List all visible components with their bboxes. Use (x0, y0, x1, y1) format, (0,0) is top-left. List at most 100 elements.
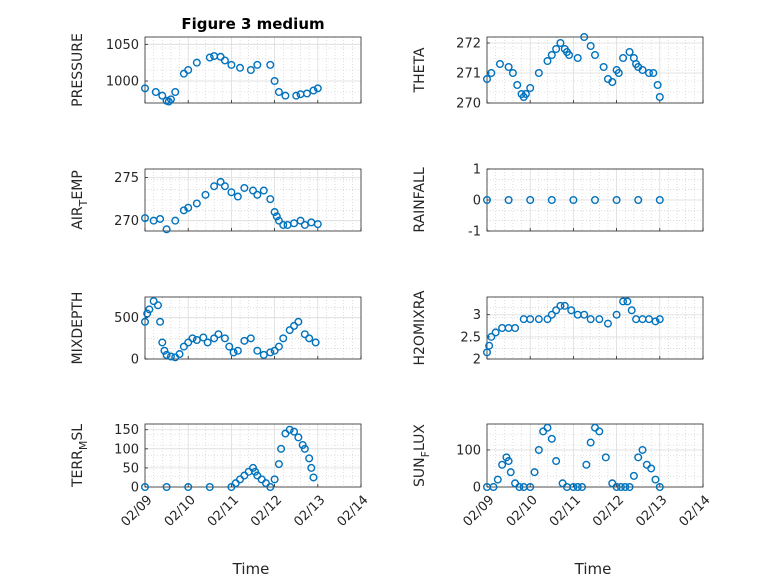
y-axis-label: PRESSURE (70, 33, 86, 107)
figure-title: Figure 3 medium (181, 15, 324, 33)
data-point (515, 483, 524, 492)
data-point (608, 77, 617, 86)
data-point (634, 195, 643, 204)
x-tick-label: 02/10 (504, 493, 541, 530)
data-point (638, 65, 647, 74)
x-tick-label: 02/10 (162, 493, 199, 530)
data-point (266, 195, 275, 204)
data-point (508, 68, 517, 77)
data-point (162, 350, 171, 359)
data-point (506, 468, 515, 477)
data-point (311, 338, 320, 347)
data-point (580, 33, 589, 42)
data-point (290, 219, 299, 228)
data-point (227, 188, 236, 197)
data-point (627, 306, 636, 315)
data-point (556, 301, 565, 310)
data-point (259, 350, 268, 359)
data-point (162, 483, 171, 492)
data-point (270, 76, 279, 85)
data-point (655, 92, 664, 101)
data-point (543, 315, 552, 324)
data-point (220, 182, 229, 191)
data-point (300, 330, 309, 339)
x-tick-label: 02/09 (461, 493, 498, 530)
data-point (638, 445, 647, 454)
y-tick-label: 2 (473, 353, 481, 368)
data-point (526, 315, 535, 324)
data-point (511, 324, 520, 333)
y-tick-label: 0 (473, 481, 481, 496)
data-point (483, 195, 492, 204)
data-point (164, 97, 173, 106)
data-point (279, 220, 288, 229)
data-point (612, 310, 621, 319)
data-point (192, 199, 201, 208)
terr_msl-panel: 0 50 100 150 02/09 02/10 02/11 02/12 02/13 02/14 T… (70, 423, 372, 578)
data-point (184, 65, 193, 74)
data-point (266, 348, 275, 357)
data-point (199, 333, 208, 342)
rainfall-panel: -1 0 1 RAINFALL (412, 163, 704, 240)
data-point (166, 352, 175, 361)
data-point (573, 54, 582, 63)
y-tick-label: 1050 (106, 38, 139, 53)
y-tick-label: 2.5 (460, 330, 481, 345)
y-tick-label: 3 (473, 308, 481, 323)
data-point (233, 346, 242, 355)
data-point (160, 346, 169, 355)
data-point (171, 87, 180, 96)
axes-box (144, 36, 362, 104)
data-point (595, 427, 604, 436)
data-point (625, 48, 634, 57)
data-point (526, 83, 535, 92)
data-point (313, 84, 322, 93)
data-point (521, 89, 530, 98)
data-point (655, 315, 664, 324)
data-point (175, 350, 184, 359)
data-point (614, 68, 623, 77)
data-point (569, 195, 578, 204)
x-tick-label: 02/12 (590, 493, 627, 530)
data-point (612, 195, 621, 204)
data-point (647, 464, 656, 473)
data-point (205, 483, 214, 492)
data-point (184, 483, 193, 492)
sun_flux-panel: 0 100 02/09 02/10 02/11 02/12 02/13 02/14 SUNFLU… (412, 423, 714, 578)
data-point (184, 203, 193, 212)
data-point (582, 460, 591, 469)
data-point (300, 220, 309, 229)
y-axis-label: TERRMSL (70, 424, 90, 488)
data-point (188, 334, 197, 343)
data-point (619, 297, 628, 306)
data-point (210, 182, 219, 191)
data-point (281, 91, 290, 100)
data-point (246, 334, 255, 343)
y-tick-label: 1000 (106, 75, 139, 90)
data-point (495, 60, 504, 69)
y-tick-label: -1 (468, 225, 481, 240)
x-tick-label: 02/14 (335, 493, 372, 530)
data-point (153, 301, 162, 310)
data-point (305, 334, 314, 343)
data-point (543, 57, 552, 66)
data-point (534, 68, 543, 77)
data-point (253, 346, 262, 355)
data-point (248, 186, 257, 195)
y-axis-label: AIRTEMP (70, 170, 90, 230)
y-tick-label: 270 (456, 97, 481, 112)
data-point (487, 68, 496, 77)
data-point (547, 51, 556, 60)
data-point (303, 89, 312, 98)
data-point (270, 475, 279, 484)
data-point (552, 306, 561, 315)
data-point (629, 471, 638, 480)
y-tick-label: 100 (456, 443, 481, 458)
data-point (485, 341, 494, 350)
h2omixra-panel: 2 2.5 3 H2OMIXRA (412, 290, 704, 368)
data-point (651, 317, 660, 326)
y-axis-label: H2OMIXRA (412, 290, 428, 365)
data-point (156, 214, 165, 223)
data-point (294, 317, 303, 326)
